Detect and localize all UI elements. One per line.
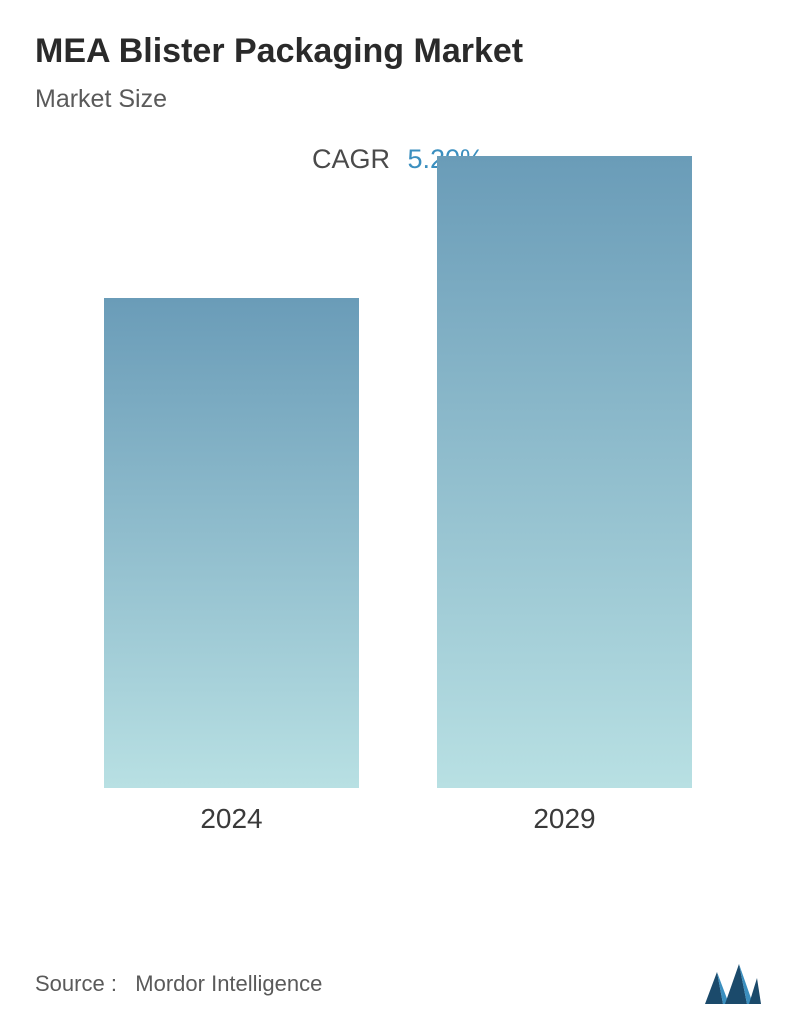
source-name: Mordor Intelligence <box>135 971 322 996</box>
source-row: Source : Mordor Intelligence <box>35 964 761 1004</box>
source-prefix: Source : <box>35 971 117 996</box>
cagr-label: CAGR <box>312 144 390 174</box>
chart-area: 2024 2029 <box>35 195 761 895</box>
mordor-logo-icon <box>705 964 761 1004</box>
bar-label: 2024 <box>200 803 262 835</box>
bar-group: 2024 <box>82 298 382 835</box>
chart-subtitle: Market Size <box>35 85 761 114</box>
source-text: Source : Mordor Intelligence <box>35 971 322 997</box>
bar <box>437 156 692 788</box>
chart-title: MEA Blister Packaging Market <box>35 30 761 73</box>
bars-container: 2024 2029 <box>35 195 761 835</box>
bar-group: 2029 <box>415 156 715 835</box>
bar-label: 2029 <box>533 803 595 835</box>
bar <box>104 298 359 788</box>
